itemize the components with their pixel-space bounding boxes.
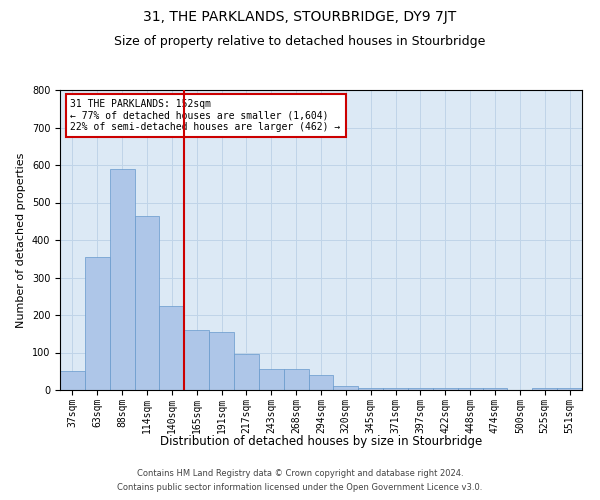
Bar xyxy=(60,371,85,390)
Bar xyxy=(134,216,160,390)
Text: 31, THE PARKLANDS, STOURBRIDGE, DY9 7JT: 31, THE PARKLANDS, STOURBRIDGE, DY9 7JT xyxy=(143,10,457,24)
Bar xyxy=(110,169,134,390)
Bar xyxy=(408,388,433,390)
Bar xyxy=(433,388,458,390)
Text: Contains public sector information licensed under the Open Government Licence v3: Contains public sector information licen… xyxy=(118,484,482,492)
Bar xyxy=(482,388,508,390)
Bar xyxy=(284,370,308,390)
Bar xyxy=(358,388,383,390)
Bar xyxy=(532,388,557,390)
Bar xyxy=(234,354,259,390)
Text: 31 THE PARKLANDS: 152sqm
← 77% of detached houses are smaller (1,604)
22% of sem: 31 THE PARKLANDS: 152sqm ← 77% of detach… xyxy=(70,99,341,132)
Bar xyxy=(334,386,358,390)
Bar xyxy=(85,257,110,390)
Bar xyxy=(383,388,408,390)
Text: Contains HM Land Registry data © Crown copyright and database right 2024.: Contains HM Land Registry data © Crown c… xyxy=(137,468,463,477)
Bar xyxy=(209,332,234,390)
Bar xyxy=(557,388,582,390)
Bar xyxy=(308,375,334,390)
Text: Distribution of detached houses by size in Stourbridge: Distribution of detached houses by size … xyxy=(160,435,482,448)
Bar xyxy=(160,306,184,390)
Bar xyxy=(458,388,482,390)
Bar xyxy=(259,370,284,390)
Y-axis label: Number of detached properties: Number of detached properties xyxy=(16,152,26,328)
Text: Size of property relative to detached houses in Stourbridge: Size of property relative to detached ho… xyxy=(115,35,485,48)
Bar xyxy=(184,330,209,390)
